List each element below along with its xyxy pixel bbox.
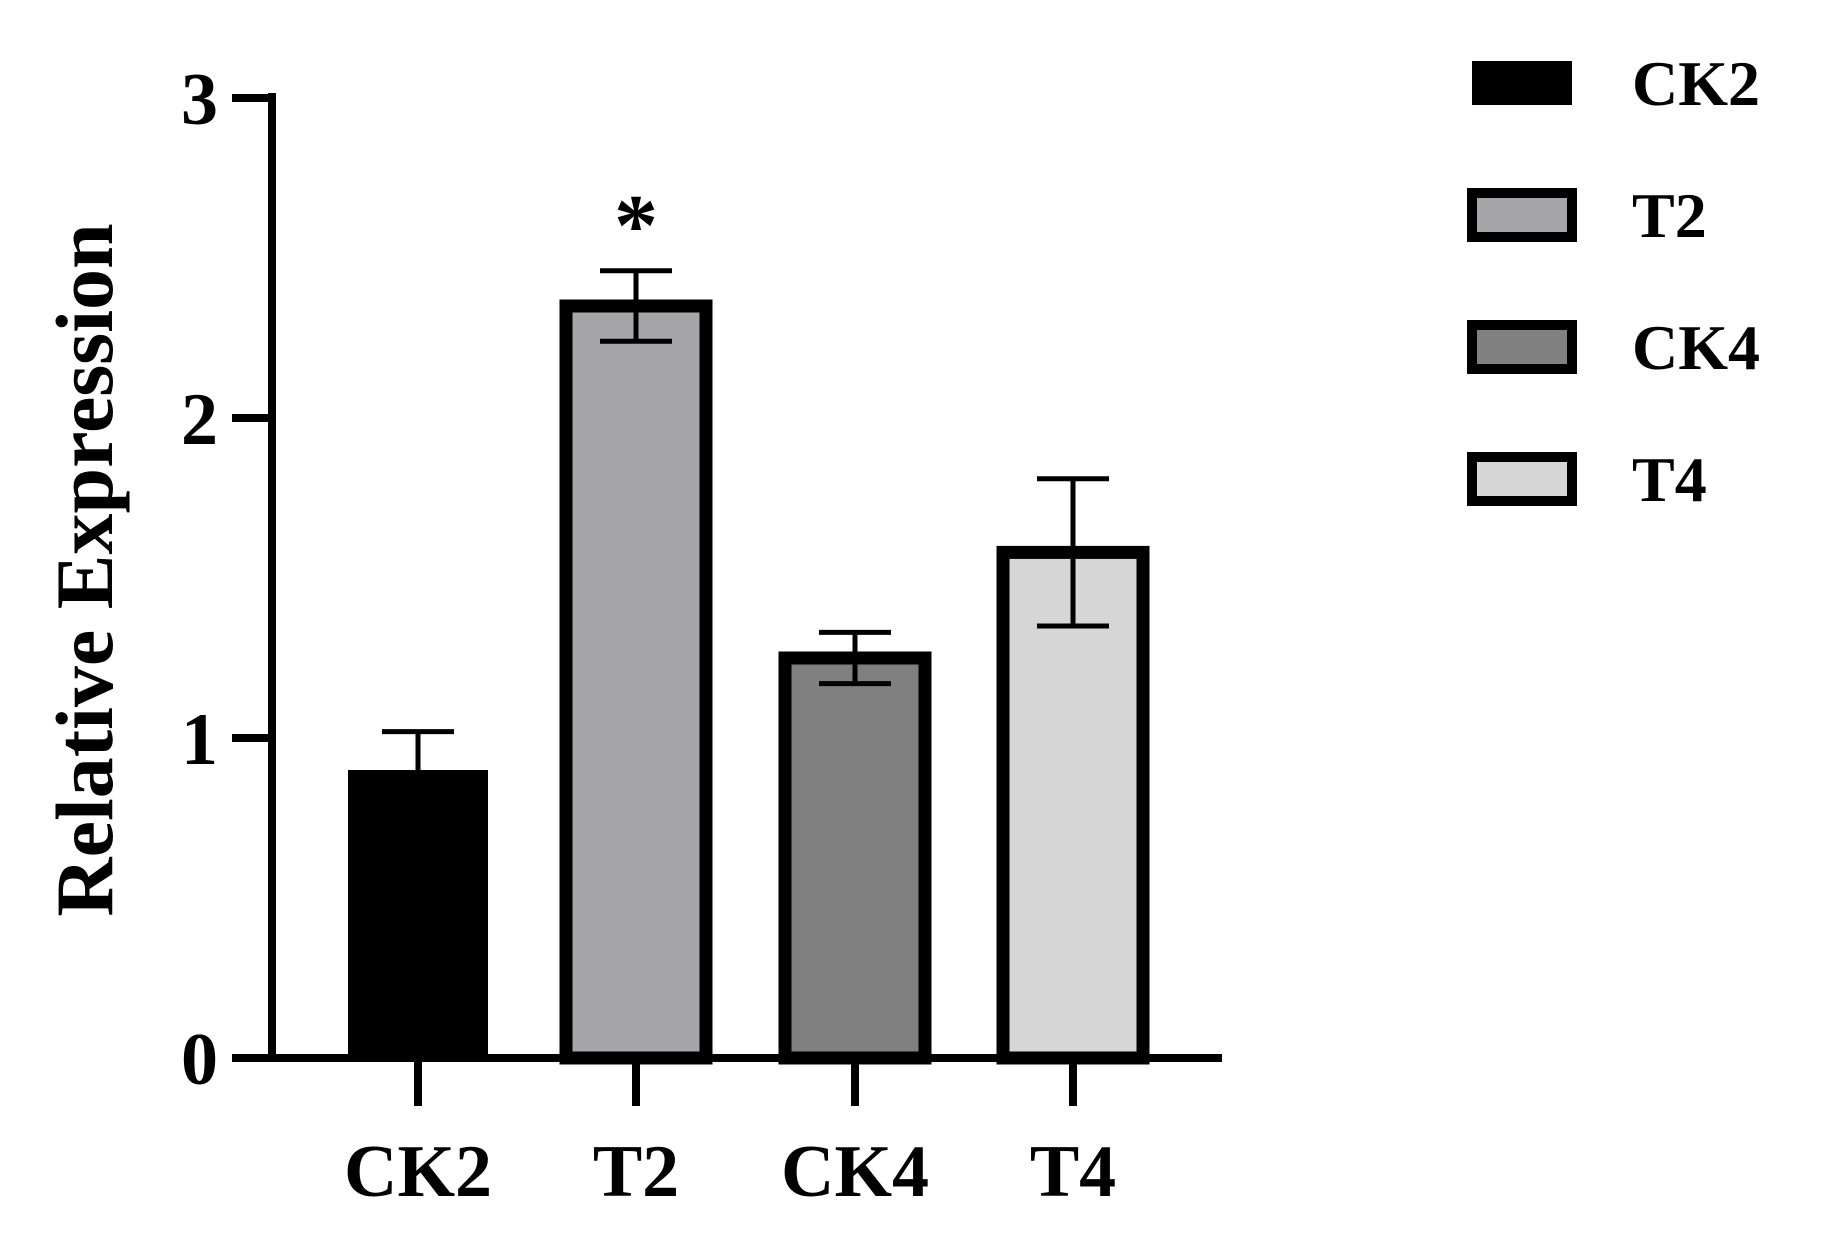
axes-layer [232,93,1222,1062]
significance-mark: * [614,178,658,275]
bars-layer [348,299,1150,1065]
bar-ck2 [348,770,488,1058]
y-tick-label: 2 [181,379,218,461]
bar-t2 [559,299,713,1065]
error-bar-t4 [1037,476,1109,629]
x-tick-label-t2: T2 [593,1131,679,1213]
legend-swatch-ck2 [1472,61,1572,105]
error-bars-layer [382,268,1109,811]
error-bar-ck2 [382,729,454,811]
legend-swatch-t4 [1467,452,1577,506]
significance-layer: * [614,178,658,275]
y-tick-label: 3 [181,59,218,141]
legend-swatch-ck4 [1467,320,1577,374]
y-tick-label: 0 [181,1019,218,1101]
error-bar-ck4 [819,629,891,687]
y-tick-label: 1 [181,699,218,781]
legend-label-ck2: CK2 [1632,48,1760,119]
x-tick-label-ck4: CK4 [781,1131,929,1213]
y-axis-title: Relative Expression [39,223,130,916]
bar-ck4 [778,651,932,1065]
legend-label-t2: T2 [1632,180,1707,251]
y-ticks-layer: 0 1 2 3 [181,59,272,1101]
legend: CK2 T2 CK4 T4 [1467,48,1760,515]
x-tick-label-ck2: CK2 [344,1131,492,1213]
legend-swatch-t2 [1467,188,1577,242]
x-tick-label-t4: T4 [1030,1131,1116,1213]
legend-label-t4: T4 [1632,444,1707,515]
legend-label-ck4: CK4 [1632,312,1760,383]
x-ticks-layer: CK2 T2 CK4 T4 [344,1058,1116,1213]
error-bar-t2 [600,268,672,344]
